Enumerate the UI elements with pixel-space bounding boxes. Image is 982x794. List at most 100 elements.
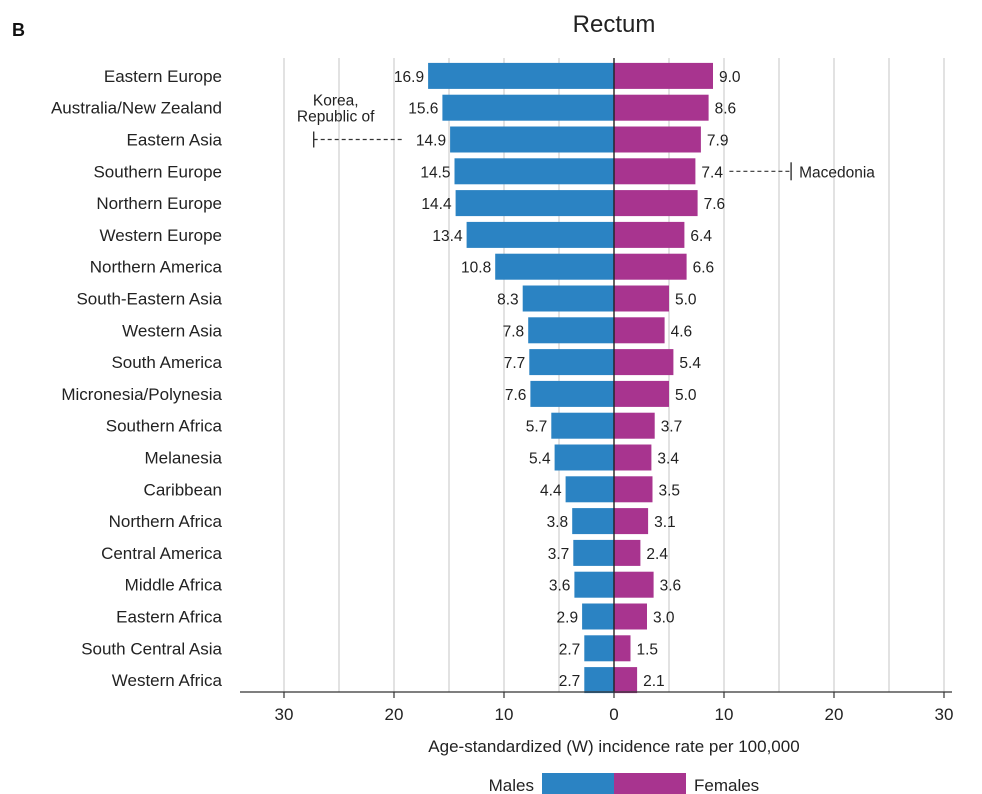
value-label-females: 7.6 bbox=[704, 196, 726, 213]
annotation-label: Korea, bbox=[313, 93, 359, 110]
value-label-males: 2.9 bbox=[557, 610, 579, 627]
x-tick-label: 20 bbox=[825, 705, 844, 724]
category-label: Northern Africa bbox=[109, 512, 223, 531]
legend-label-females: Females bbox=[694, 776, 759, 794]
value-label-males: 7.8 bbox=[503, 323, 525, 340]
bar-males bbox=[554, 444, 614, 471]
category-label: South Central Asia bbox=[81, 639, 222, 658]
bar-males bbox=[529, 349, 614, 376]
category-label: Northern Europe bbox=[96, 194, 222, 213]
value-label-females: 3.0 bbox=[653, 610, 675, 627]
bar-males bbox=[551, 412, 614, 439]
bar-females bbox=[614, 444, 652, 471]
bar-females bbox=[614, 635, 631, 662]
bar-females bbox=[614, 603, 647, 630]
value-label-females: 6.4 bbox=[690, 228, 712, 245]
value-label-females: 2.4 bbox=[646, 546, 668, 563]
bar-females bbox=[614, 508, 649, 535]
value-label-females: 3.5 bbox=[659, 482, 681, 499]
category-label: Middle Africa bbox=[125, 576, 223, 595]
bar-females bbox=[614, 476, 653, 503]
category-label: Northern America bbox=[90, 258, 223, 277]
bar-females bbox=[614, 285, 669, 312]
bar-females bbox=[614, 253, 687, 280]
bar-males bbox=[572, 508, 614, 535]
legend: Males Females bbox=[489, 773, 759, 794]
annotation: Korea,Republic of bbox=[297, 93, 405, 148]
category-label: Caribbean bbox=[144, 480, 222, 499]
x-tick-label: 30 bbox=[935, 705, 954, 724]
bar-females bbox=[614, 412, 655, 439]
bar-males bbox=[522, 285, 614, 312]
value-label-males: 2.7 bbox=[559, 641, 581, 658]
legend-swatch-males bbox=[542, 773, 614, 794]
value-label-males: 7.6 bbox=[505, 387, 527, 404]
value-label-females: 9.0 bbox=[719, 69, 741, 86]
bar-females bbox=[614, 539, 641, 566]
bar-males bbox=[582, 603, 614, 630]
category-label: Western Africa bbox=[112, 671, 223, 690]
bars bbox=[428, 58, 713, 694]
bar-males bbox=[442, 94, 614, 121]
bar-males bbox=[584, 667, 614, 694]
category-label: Melanesia bbox=[145, 449, 223, 468]
bar-males bbox=[454, 158, 614, 185]
bar-females bbox=[614, 380, 669, 407]
annotation-label: Macedonia bbox=[799, 164, 875, 181]
value-label-males: 13.4 bbox=[432, 228, 463, 245]
value-label-females: 5.0 bbox=[675, 387, 697, 404]
bar-females bbox=[614, 62, 713, 89]
category-label: Central America bbox=[101, 544, 222, 563]
value-label-females: 7.9 bbox=[707, 133, 729, 150]
value-label-males: 3.7 bbox=[548, 546, 570, 563]
category-label: Eastern Asia bbox=[127, 131, 223, 150]
value-label-females: 5.0 bbox=[675, 292, 697, 309]
bar-females bbox=[614, 94, 709, 121]
value-label-males: 10.8 bbox=[461, 260, 491, 277]
bar-females bbox=[614, 667, 638, 694]
value-label-females: 5.4 bbox=[679, 355, 701, 372]
bar-males bbox=[584, 635, 614, 662]
value-labels: 16.9 9.0 15.6 8.6 14.9 7.9 14.5 7.4 14.4 7.6 13.4 6… bbox=[394, 69, 741, 690]
bar-females bbox=[614, 571, 654, 598]
value-label-males: 2.7 bbox=[559, 673, 581, 690]
category-label: Australia/New Zealand bbox=[51, 99, 222, 118]
x-axis: 30 20 10 0 10 20 30 bbox=[240, 691, 954, 724]
value-label-females: 6.6 bbox=[693, 260, 715, 277]
bar-males bbox=[573, 539, 614, 566]
bar-females bbox=[614, 349, 674, 376]
bar-males bbox=[455, 190, 614, 217]
chart-title: Rectum bbox=[573, 11, 656, 38]
category-label: Southern Europe bbox=[93, 162, 222, 181]
category-label: Western Europe bbox=[99, 226, 222, 245]
x-tick-label: 10 bbox=[495, 705, 514, 724]
bar-females bbox=[614, 158, 696, 185]
value-label-males: 7.7 bbox=[504, 355, 526, 372]
value-label-females: 8.6 bbox=[715, 101, 737, 118]
x-tick-label: 20 bbox=[385, 705, 404, 724]
bar-females bbox=[614, 317, 665, 344]
value-label-females: 4.6 bbox=[671, 323, 693, 340]
annotations: Korea,Republic of Macedonia bbox=[297, 93, 875, 182]
value-label-females: 3.6 bbox=[660, 578, 682, 595]
category-label: Western Asia bbox=[122, 321, 222, 340]
x-tick-label: 10 bbox=[715, 705, 734, 724]
annotation-label: Republic of bbox=[297, 109, 375, 126]
annotation: Macedonia bbox=[729, 162, 875, 181]
bar-females bbox=[614, 221, 685, 248]
bar-males bbox=[466, 221, 614, 248]
value-label-females: 3.1 bbox=[654, 514, 676, 531]
panel-letter: B bbox=[12, 20, 25, 40]
value-label-males: 16.9 bbox=[394, 69, 424, 86]
value-label-females: 1.5 bbox=[637, 641, 659, 658]
category-label: Southern Africa bbox=[106, 417, 223, 436]
bar-males bbox=[530, 380, 614, 407]
category-label: South America bbox=[111, 353, 222, 372]
category-label: Eastern Africa bbox=[116, 608, 222, 627]
bar-males bbox=[565, 476, 614, 503]
x-tick-label: 30 bbox=[275, 705, 294, 724]
bar-males bbox=[450, 126, 614, 153]
value-label-males: 3.8 bbox=[547, 514, 569, 531]
value-label-males: 5.4 bbox=[529, 451, 551, 468]
value-label-females: 7.4 bbox=[701, 164, 723, 181]
